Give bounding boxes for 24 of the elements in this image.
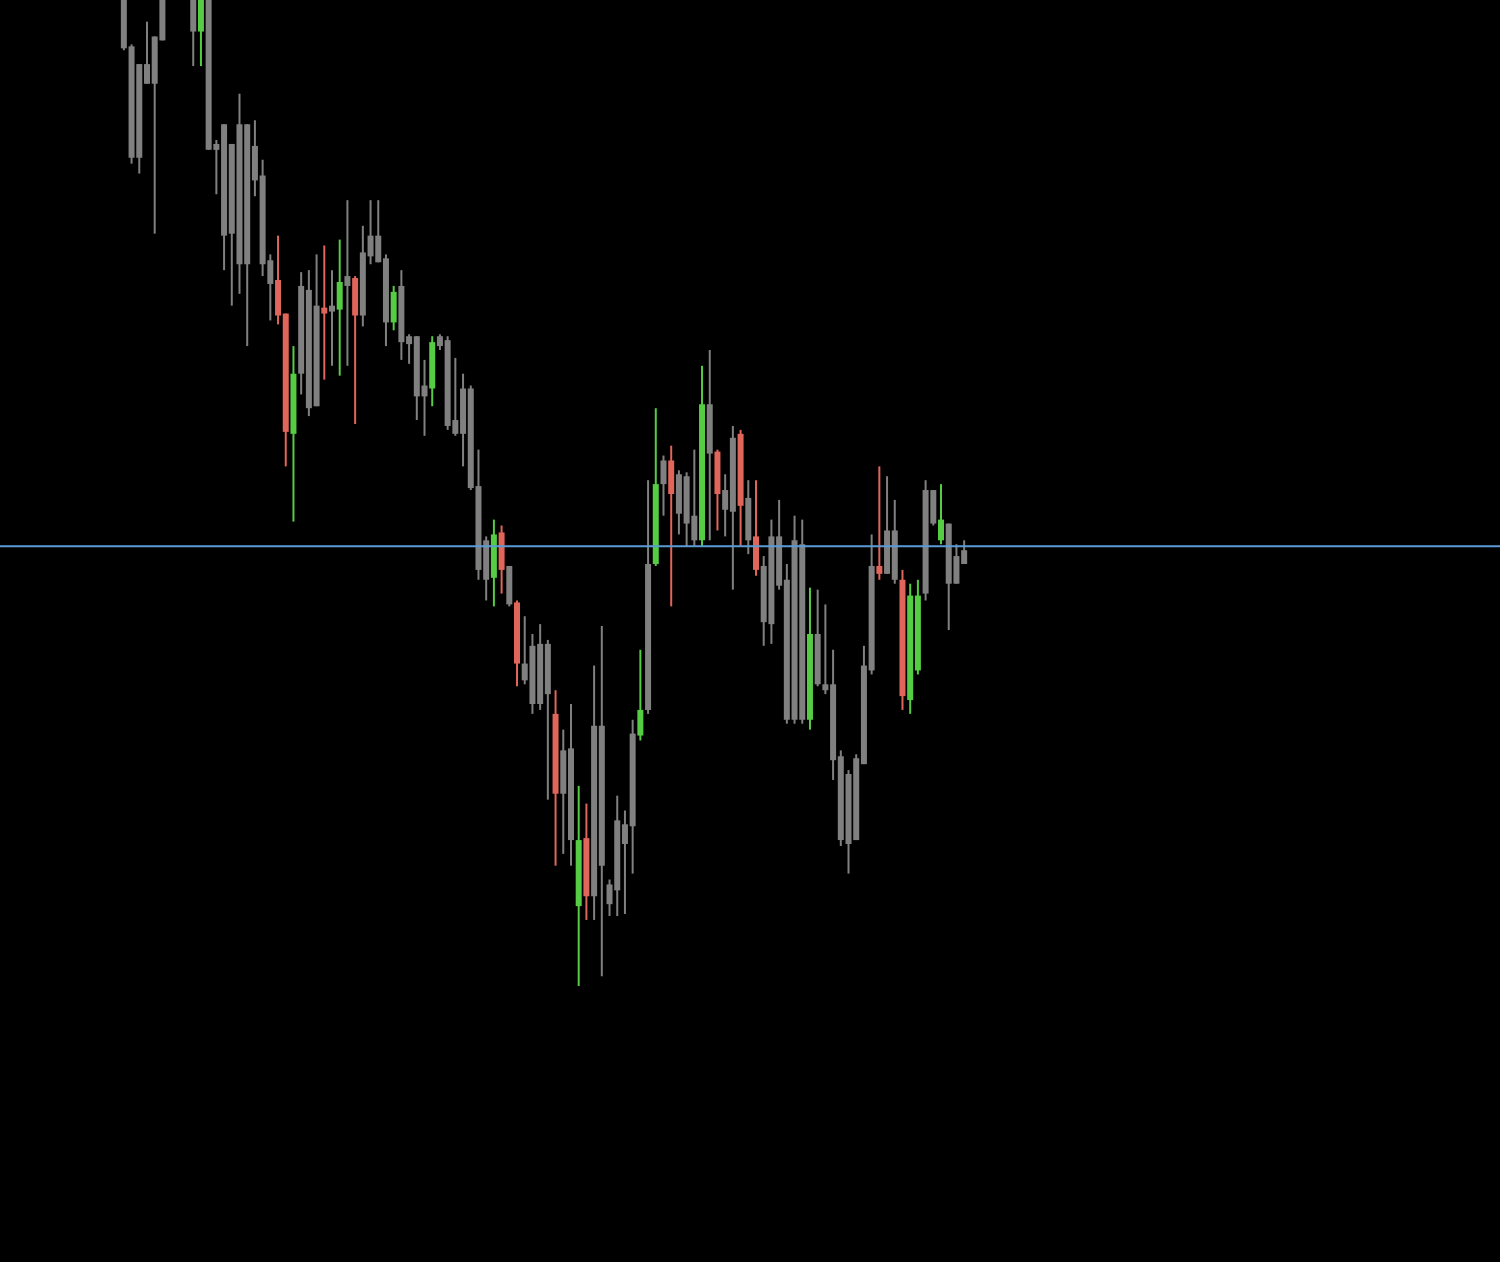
candlestick: [560, 728, 567, 855]
candlestick: [321, 244, 328, 381]
candlestick: [714, 448, 721, 532]
candlestick: [753, 479, 759, 577]
candlestick: [429, 335, 436, 408]
candlestick: [190, 0, 197, 68]
candlestick: [637, 648, 644, 742]
candlestick: [876, 465, 883, 581]
candlestick: [745, 479, 752, 556]
candlestick: [506, 564, 513, 608]
candlestick: [675, 469, 682, 536]
candlestick: [490, 518, 497, 608]
candlestick: [691, 448, 698, 548]
candlestick: [390, 284, 397, 332]
candlestick: [197, 0, 204, 68]
candlestick: [884, 475, 891, 575]
candlestick: [336, 238, 343, 377]
candlestick: [660, 454, 667, 517]
candlestick: [352, 275, 359, 425]
candlestick: [329, 269, 335, 367]
candlestick: [344, 199, 351, 367]
candlestick: [498, 524, 505, 595]
candlestick: [668, 444, 675, 608]
candlestick: [938, 483, 945, 546]
